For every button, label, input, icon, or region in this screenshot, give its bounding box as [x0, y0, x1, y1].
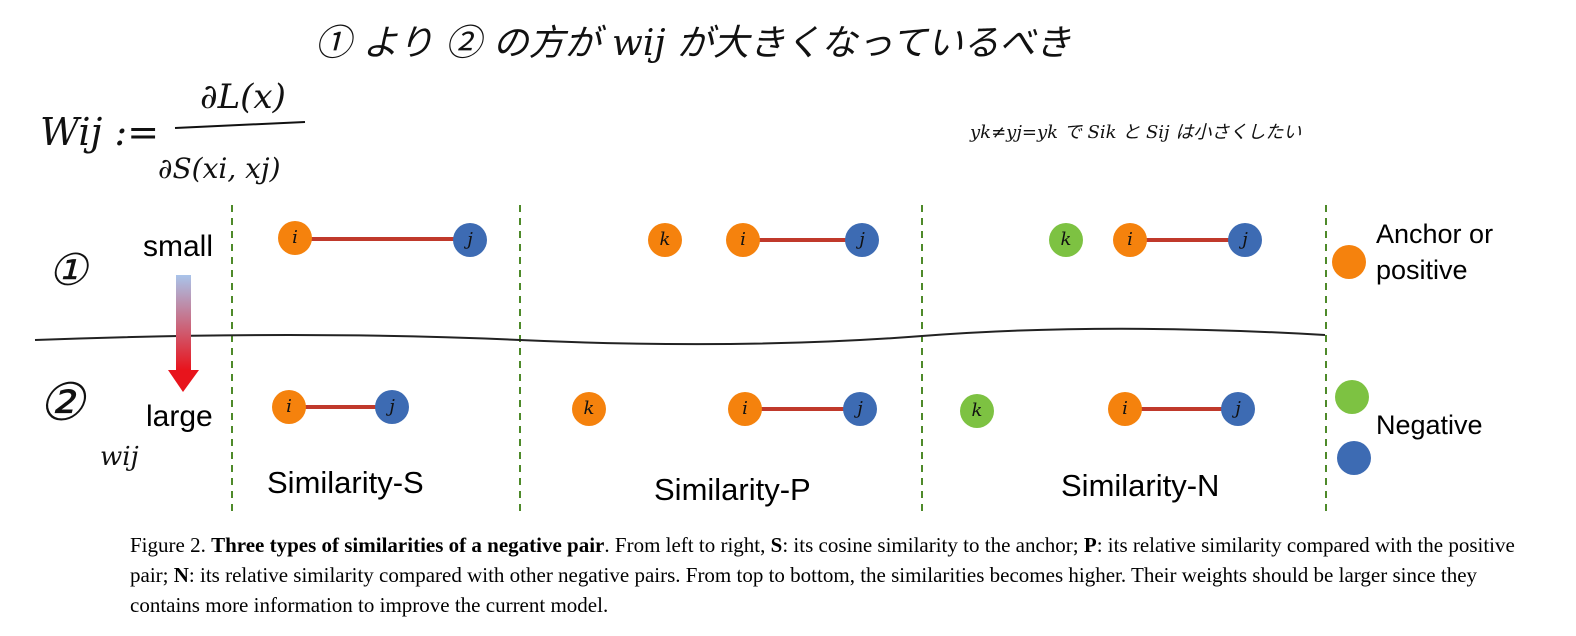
top-note: ① より ② の方が wij が大きくなっているべき: [315, 23, 1071, 64]
caption-text: Figure 2.: [130, 533, 212, 557]
node-label: k: [1061, 229, 1072, 250]
row2-mark: ②: [38, 373, 87, 433]
large-label: large: [146, 400, 213, 433]
node-label: i: [1122, 398, 1128, 419]
caption-bold: N: [173, 563, 189, 587]
node-label: k: [660, 229, 671, 250]
caption-text: : its relative similarity compared with …: [130, 533, 1515, 587]
node: [272, 390, 306, 424]
arrow-shaft: [176, 275, 191, 370]
node: [960, 394, 994, 428]
node: [1049, 223, 1083, 257]
caption-text: : its relative similarity compared with …: [130, 563, 1478, 617]
wij-note: wij: [100, 442, 139, 472]
node-label: j: [853, 398, 863, 419]
caption-text: : its cosine similarity to the anchor;: [782, 533, 1084, 557]
node: [1113, 223, 1147, 257]
fraction-bar: [174, 121, 306, 129]
node-label: k: [972, 400, 983, 421]
caption: Figure 2. Three types of similarities of…: [130, 530, 1530, 620]
node-label: j: [855, 229, 865, 250]
formula-num: ∂L(x): [200, 77, 286, 117]
panel-label: Similarity-N: [1061, 468, 1219, 503]
node-label: i: [740, 229, 746, 250]
small-label: small: [143, 230, 213, 263]
node-label: k: [584, 398, 595, 419]
legend-label: positive: [1376, 255, 1468, 285]
nodes: i j k i j k i j i j k i j k i j: [272, 221, 1262, 428]
separator: [34, 327, 1326, 346]
arrow-head: [168, 370, 199, 392]
formula-lhs: Wij :=: [40, 110, 159, 154]
node: [1221, 392, 1255, 426]
node: [726, 223, 760, 257]
panel-label: Similarity-P: [654, 472, 811, 507]
row1-mark: ①: [48, 245, 90, 296]
node: [453, 223, 487, 257]
formula-den: ∂S(xi, xj): [158, 152, 281, 185]
node-label: j: [385, 396, 395, 417]
side-note: yk≠yj=yk で Sik と Sij は小さくしたい: [969, 122, 1301, 143]
caption-text: . From left to right,: [604, 533, 771, 557]
legend-label: Negative: [1376, 410, 1483, 440]
node-label: j: [463, 229, 473, 250]
node: [1228, 223, 1262, 257]
node: [375, 390, 409, 424]
legend-swatch: [1337, 441, 1371, 475]
links: [289, 237, 1245, 411]
caption-bold: P: [1083, 533, 1097, 557]
node: [572, 392, 606, 426]
node: [843, 392, 877, 426]
node: [728, 392, 762, 426]
node: [845, 223, 879, 257]
panel-label: Similarity-S: [267, 465, 424, 500]
node-label: i: [742, 398, 748, 419]
caption-bold: S: [770, 533, 783, 557]
legend-label: Anchor or: [1376, 219, 1493, 249]
caption-bold: Three types of similarities of a negativ…: [211, 533, 605, 557]
node-label: i: [292, 227, 298, 248]
node-label: j: [1238, 229, 1248, 250]
legend-swatch: [1335, 380, 1369, 414]
node-label: j: [1231, 398, 1241, 419]
node: [1108, 392, 1142, 426]
legend-swatch: [1332, 245, 1366, 279]
node-label: i: [1127, 229, 1133, 250]
node: [648, 223, 682, 257]
node-label: i: [286, 396, 292, 417]
node: [278, 221, 312, 255]
